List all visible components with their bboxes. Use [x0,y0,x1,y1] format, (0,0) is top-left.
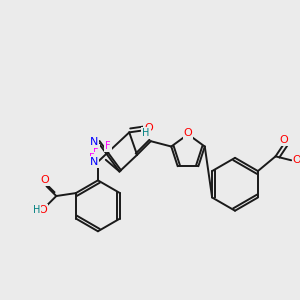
Text: N: N [90,157,98,167]
Text: O: O [145,124,153,134]
Text: F: F [105,141,110,151]
Text: N: N [90,137,98,147]
Text: H: H [142,128,150,138]
Text: O: O [184,128,192,138]
Text: O: O [293,155,300,165]
Text: O: O [40,176,49,185]
Text: O: O [279,135,288,145]
Text: H: H [33,205,40,215]
Text: F: F [89,153,95,163]
Text: O: O [38,205,47,215]
Text: F: F [93,145,99,155]
